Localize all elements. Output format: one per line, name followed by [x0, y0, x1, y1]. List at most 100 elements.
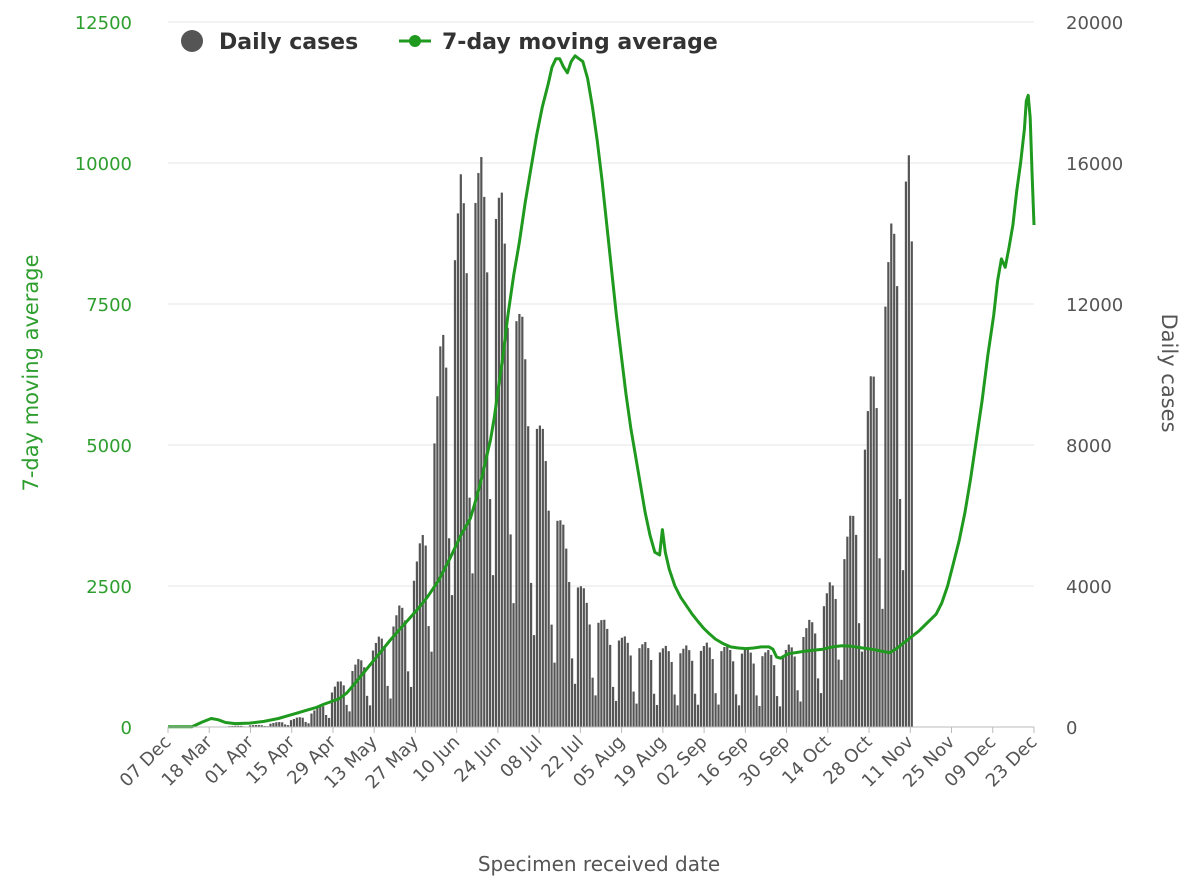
bar [448, 538, 451, 727]
bar [544, 461, 547, 727]
bar [371, 650, 375, 727]
legend-item-daily-cases[interactable]: Daily cases [181, 30, 358, 55]
bar [764, 652, 767, 727]
bar [737, 705, 741, 727]
legend-item-moving-average[interactable]: 7-day moving average [399, 30, 718, 55]
gridlines [168, 21, 1034, 587]
bar [363, 667, 366, 727]
bar [313, 710, 316, 727]
bar [524, 359, 527, 727]
bar [614, 700, 618, 727]
bar [304, 721, 307, 727]
bar [828, 582, 831, 727]
bar [453, 260, 457, 727]
bar [559, 520, 562, 727]
bar [743, 649, 746, 727]
bar [887, 262, 890, 727]
bar [582, 588, 585, 727]
bar [248, 725, 252, 727]
bar [597, 622, 600, 727]
bar [644, 642, 647, 727]
bar [617, 640, 621, 727]
bar [688, 650, 691, 727]
bar [553, 662, 556, 727]
bar [816, 678, 820, 727]
bar [418, 543, 421, 727]
bar [726, 644, 729, 727]
legend-line-marker-icon [409, 35, 421, 47]
bar [667, 651, 670, 727]
legend[interactable]: Daily cases 7-day moving average [181, 30, 718, 55]
bar [527, 426, 530, 727]
bar [626, 642, 629, 727]
bar [231, 725, 234, 727]
bar [893, 233, 896, 727]
bar [685, 645, 688, 727]
bar [289, 720, 293, 727]
bar [307, 723, 310, 727]
bar [521, 316, 524, 727]
bar [866, 411, 869, 727]
bar [439, 346, 442, 727]
bar [609, 644, 612, 727]
bar [702, 646, 705, 727]
bar [477, 173, 480, 727]
bar [295, 717, 298, 727]
bar [345, 704, 348, 727]
bar [310, 713, 313, 727]
bar [594, 695, 597, 727]
bar [904, 181, 908, 728]
bar [503, 243, 506, 727]
bar [430, 651, 433, 727]
bar [407, 671, 410, 727]
bar [568, 581, 571, 727]
bar [696, 704, 700, 727]
bar [316, 707, 319, 727]
bar [257, 724, 260, 727]
bar [603, 619, 606, 727]
bar [456, 213, 459, 727]
bar [450, 595, 454, 727]
bar [778, 706, 782, 727]
bar [576, 587, 580, 727]
bar [474, 202, 477, 727]
bar [673, 694, 676, 727]
bar [907, 155, 910, 728]
bar [890, 223, 893, 727]
bar [635, 703, 638, 727]
left-tick-label: 10000 [75, 154, 132, 175]
bar [366, 695, 369, 727]
bar [620, 637, 623, 727]
bar [884, 306, 887, 727]
bar [389, 698, 392, 727]
left-tick-label: 12500 [75, 13, 132, 34]
bar [843, 559, 846, 727]
bar [734, 694, 738, 727]
bar [383, 648, 386, 727]
bar [480, 157, 483, 728]
left-axis-title: 7-day moving average [19, 254, 43, 491]
moving-average-line [168, 54, 1036, 729]
bar [811, 622, 814, 727]
x-tick-label: 24 Jun [450, 732, 505, 787]
bar [445, 367, 448, 727]
bar [509, 534, 512, 727]
bar [284, 724, 287, 727]
bar [878, 558, 881, 727]
bar [808, 619, 811, 727]
bar [849, 515, 852, 727]
left-tick-label: 2500 [86, 577, 132, 598]
bar [676, 705, 679, 727]
bar [325, 714, 328, 727]
bar [281, 722, 284, 727]
bar [298, 717, 301, 727]
bar [374, 642, 378, 727]
bar [638, 648, 641, 727]
right-tick-label: 8000 [1066, 436, 1112, 457]
bar [732, 661, 735, 727]
bar [881, 608, 884, 727]
bar [647, 648, 650, 727]
bar [573, 683, 577, 727]
bar [339, 681, 342, 727]
bar [254, 724, 257, 727]
